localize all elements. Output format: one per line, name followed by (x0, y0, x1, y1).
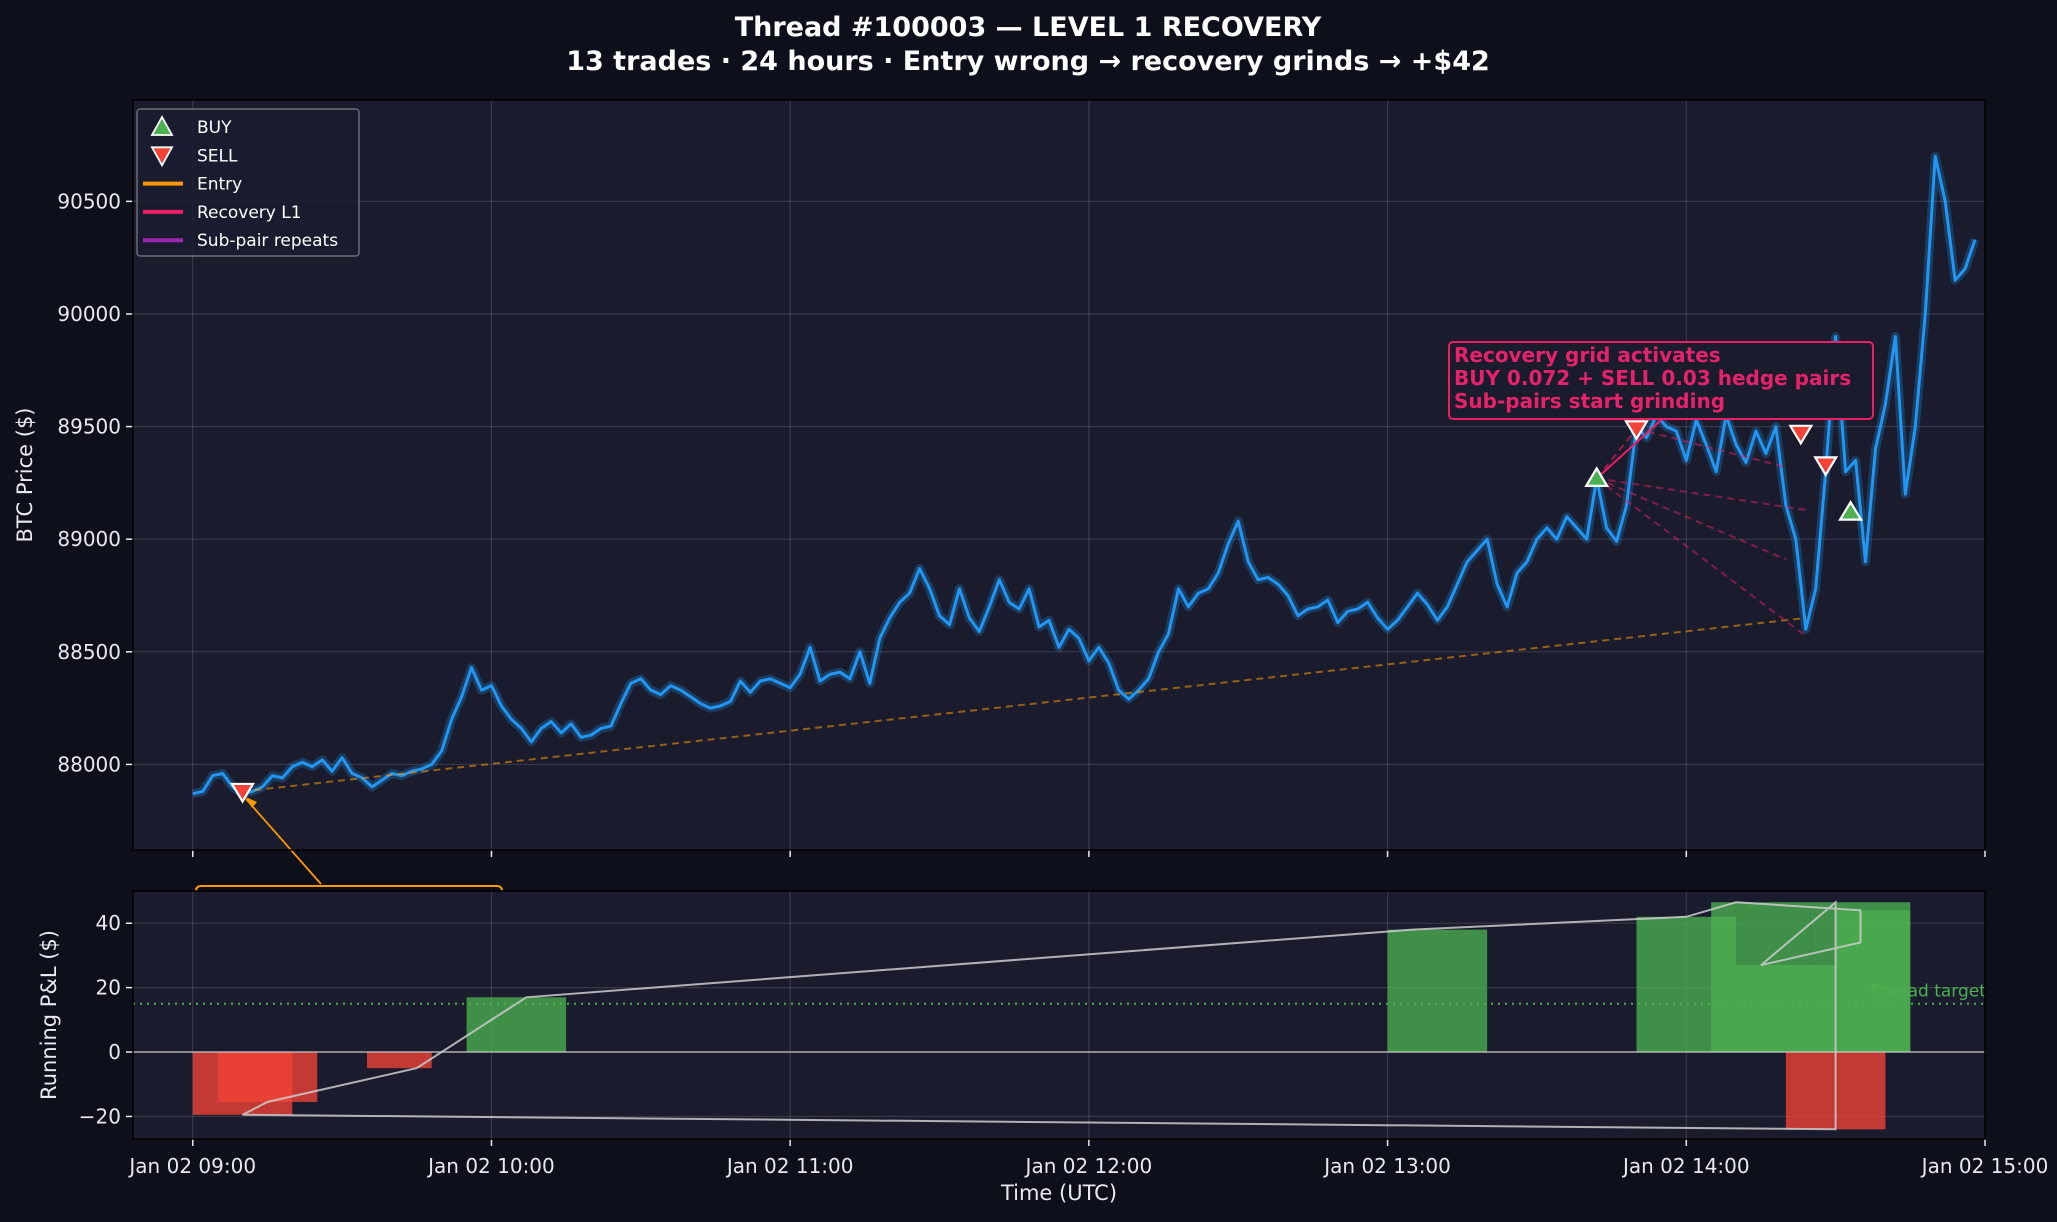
legend-sell-icon (150, 146, 174, 168)
pnl-tick-label-x: Jan 02 10:00 (426, 1154, 555, 1178)
pnl-tick-label-x: Jan 02 11:00 (725, 1154, 854, 1178)
legend-buy-icon (150, 115, 174, 136)
sell-marker (1788, 424, 1814, 446)
legend-frame (136, 108, 360, 257)
annotation-line: Sub-pairs start grinding (1454, 389, 1725, 413)
pnl-tick-label-x: Jan 02 14:00 (1621, 1154, 1750, 1178)
pnl-tick-label-x: Jan 02 09:00 (127, 1154, 256, 1178)
legend-label: SELL (197, 146, 238, 166)
price-plot-area (133, 100, 1985, 850)
legend: BUY SELL Entry Recovery L1 Sub-pair repeats (136, 108, 360, 257)
entry-line (242, 617, 1806, 793)
pnl-tick-label-x: Jan 02 15:00 (1920, 1154, 2049, 1178)
sell-marker (1624, 420, 1649, 441)
subpair-line (1596, 477, 1787, 561)
recovery-line (1595, 428, 1638, 480)
legend-label: Sub-pair repeats (197, 231, 338, 251)
entry-annotation-arrow (245, 798, 322, 885)
chart-subtitle: 13 trades · 24 hours · Entry wrong → rec… (566, 46, 1490, 77)
pnl-tick-label-y: 20 (96, 976, 121, 1000)
subpair-line (1636, 427, 1787, 469)
entry-annotation-box (195, 885, 503, 896)
target-label: Thread target ($15) (1868, 982, 2037, 1002)
pnl-tick-label-y: 0 (108, 1040, 121, 1064)
sell-marker (230, 782, 255, 804)
gain-bar (1885, 910, 1911, 1053)
gain-bar (1387, 929, 1488, 1053)
price-tick-label: 88000 (57, 752, 121, 776)
pnl-panel: Jan 02 09:00 Jan 02 10:00 Jan 02 11:00 Jan … (37, 890, 2049, 1205)
legend-label: Recovery L1 (197, 203, 302, 223)
gain-bar (466, 997, 567, 1053)
buy-marker (1838, 500, 1864, 521)
price-panel: 88000 88500 89000 89500 90000 90500 BTC Price … (13, 99, 1986, 896)
buy-marker (1584, 466, 1610, 487)
chart-title: Thread #100003 — LEVEL 1 RECOVERY (735, 12, 1322, 43)
pnl-tick-label-x: Jan 02 13:00 (1322, 1154, 1451, 1178)
pnl-plot-frame (132, 890, 1986, 1140)
entry-annotation-arrowhead (246, 797, 257, 808)
pnl-x-axis-label: Time (UTC) (1000, 1181, 1117, 1205)
legend-label: Entry (197, 175, 242, 195)
annotation-box (1448, 341, 1874, 420)
loss-bar (366, 1052, 432, 1069)
pnl-tick-label-y: 40 (96, 911, 121, 935)
annotation-line: BUY 0.072 + SELL 0.03 hedge pairs (1454, 366, 1851, 390)
sell-marker (1813, 456, 1839, 478)
price-plot-frame (132, 99, 1986, 851)
pnl-tick-label-x: Jan 02 12:00 (1024, 1154, 1153, 1178)
pnl-y-axis-label: Running P&L ($) (37, 930, 61, 1100)
annotation-line: Recovery grid activates (1454, 343, 1721, 367)
legend-label: BUY (197, 118, 232, 138)
running-pnl-line (242, 900, 1862, 1131)
subpair-line (1596, 477, 1807, 637)
price-tick-label: 89000 (57, 527, 121, 551)
price-tick-label: 90000 (57, 302, 121, 326)
price-line (192, 154, 1977, 796)
price-tick-label: 90500 (57, 189, 121, 213)
price-tick-label: 89500 (57, 415, 121, 439)
pnl-tick-label-y: −20 (79, 1104, 121, 1128)
price-tick-label: 88500 (57, 640, 121, 664)
price-y-axis-label: BTC Price ($) (13, 408, 37, 543)
